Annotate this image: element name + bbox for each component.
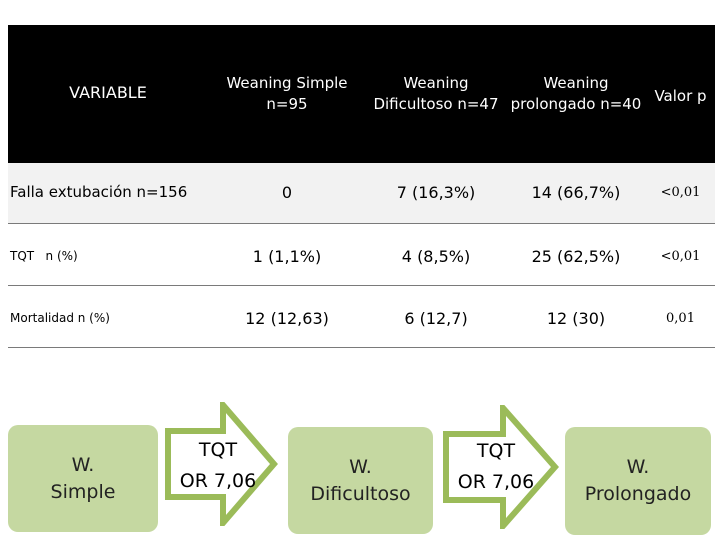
arrow-label-tqt-2: TQT OR 7,06 [457,440,535,493]
weaning-dificultoso-box: W. Dificultoso [288,427,433,534]
header-weaning-prolongado: Weaning prolongado n=40 [510,74,642,113]
table-cell: 12 (30) [546,309,606,328]
table-cell: 7 (16,3%) [396,183,476,202]
right-arrow-icon [165,402,278,526]
header-weaning-dificultoso: Weaning Dificultoso n=47 [373,74,499,113]
table-cell: 6 (12,7) [404,309,468,328]
table-row: Mortalidad n (%) 12 (12,63) 6 (12,7) 12 … [8,287,715,348]
table-cell: 14 (66,7%) [531,183,621,202]
arrow-label-tqt-1: TQT OR 7,06 [179,439,257,492]
table-row: Falla extubación n=156 0 7 (16,3%) 14 (6… [8,163,715,224]
p-value: <0,01 [660,249,701,264]
results-table: VARIABLE Weaning Simple n=95 Weaning Dif… [8,25,715,348]
table-header: VARIABLE Weaning Simple n=95 Weaning Dif… [8,25,715,163]
row-label: Falla extubación n=156 [10,183,188,201]
p-value: 0,01 [666,311,695,326]
table-cell: 0 [281,183,293,202]
header-variable: VARIABLE [69,83,147,102]
p-value: <0,01 [660,185,701,200]
row-label: Mortalidad n (%) [10,311,110,325]
weaning-simple-box: W. Simple [8,425,158,532]
row-label: TQT n (%) [10,249,78,263]
weaning-prolongado-box: W. Prolongado [565,427,711,535]
table-cell: 1 (1,1%) [252,247,322,266]
table-row: TQT n (%) 1 (1,1%) 4 (8,5%) 25 (62,5%) <… [8,225,715,286]
header-weaning-simple: Weaning Simple n=95 [226,74,348,113]
header-valor-p: Valor p [654,87,707,105]
table-cell: 4 (8,5%) [401,247,471,266]
table-cell: 25 (62,5%) [531,247,621,266]
table-cell: 12 (12,63) [245,309,329,328]
right-arrow-icon [443,405,559,529]
